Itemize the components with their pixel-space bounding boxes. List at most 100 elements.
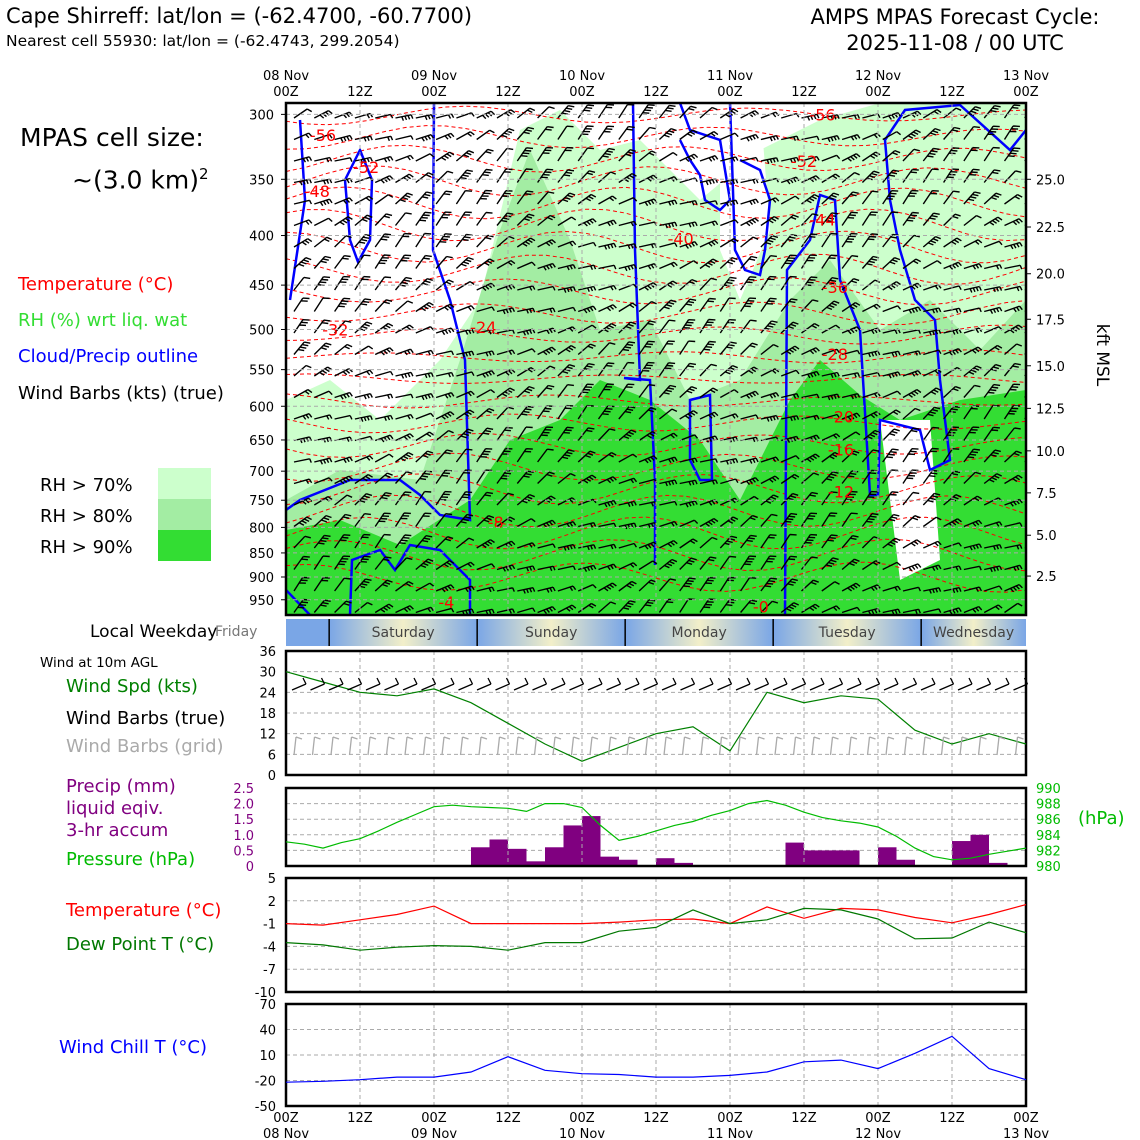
wind-barb (557, 306, 577, 313)
wind-barb (537, 307, 556, 313)
wind-barb (476, 211, 493, 226)
wind-barb-true (569, 677, 585, 691)
wind-barb (760, 555, 777, 570)
wind-barb (882, 448, 899, 463)
wind-barb (537, 327, 556, 335)
wind-barb (841, 450, 860, 463)
wind-barb (780, 234, 798, 248)
wind-barb (557, 169, 575, 183)
wind-barb (720, 199, 739, 207)
wind-barb (557, 404, 574, 420)
wind-barb (760, 343, 779, 356)
wind-barb (435, 392, 455, 399)
wind-barb-grid (644, 736, 654, 756)
wind-barb (476, 329, 495, 335)
top-hour-label: 12Z (791, 85, 817, 100)
wind-barb (943, 190, 960, 205)
wind-barb-true (772, 677, 788, 691)
wind-barb (861, 490, 878, 506)
wind-barb (1024, 158, 1026, 162)
pressure-tick-label: 550 (249, 364, 274, 379)
wind-barb (455, 169, 473, 183)
wind-barb (598, 543, 617, 550)
wind-barb (395, 605, 414, 614)
wind-barb (1003, 170, 1022, 183)
wind-barb (557, 240, 577, 248)
wind-barb (496, 492, 514, 506)
legend-dewpoint: Dew Point T (°C) (66, 934, 215, 955)
wind-barb (517, 328, 536, 336)
wind-barb (841, 134, 861, 141)
wind-barb (435, 151, 455, 162)
wind-barb (415, 606, 435, 614)
top-date-label: 09 Nov (411, 69, 457, 84)
wind-barb (456, 371, 475, 377)
wind-barb-grid (515, 736, 525, 756)
wind-barb (354, 533, 371, 549)
wind-barb-true (421, 677, 437, 691)
wind-barb (659, 520, 678, 528)
wind-barb (597, 342, 616, 355)
wind-barb (375, 113, 394, 119)
wind-barb (455, 513, 474, 527)
wind-barb (983, 146, 1000, 162)
wind-tick-label: 0 (268, 769, 276, 784)
wind-barb-true (365, 677, 381, 691)
wind-barb (374, 512, 391, 527)
wind-barb (1003, 383, 1021, 398)
wind-barb-grid (977, 736, 987, 756)
wind-barb (1004, 544, 1023, 550)
wind-barb (557, 286, 576, 293)
wind-barb (375, 155, 394, 163)
wind-barb-grid (533, 736, 543, 756)
bottom-hour-label: 12Z (939, 1111, 965, 1126)
wind-barb (598, 284, 617, 291)
wind-barb (963, 586, 983, 593)
wind-barb (922, 447, 939, 463)
wind-barb (517, 542, 536, 549)
wind-barb (354, 214, 373, 227)
wind-barb (374, 194, 394, 205)
wind-barb (313, 555, 330, 570)
wind-barb (1004, 193, 1023, 205)
wind-barb (578, 564, 597, 572)
wind-barb (862, 303, 881, 313)
wind-barb (313, 366, 333, 377)
wind-barb-grid (922, 736, 932, 756)
top-hour-label: 12Z (347, 85, 373, 100)
weekday-segment (625, 619, 774, 646)
wind-barb (821, 348, 841, 356)
wind-barb (801, 453, 820, 463)
wind-barb (801, 603, 820, 614)
precip-bar (545, 847, 564, 866)
wind-barb (882, 169, 900, 183)
wind-barb (638, 599, 656, 613)
wind-barb (1003, 427, 1021, 441)
weekday-name: Monday (672, 625, 727, 641)
wind-barb (699, 577, 716, 592)
wind-barb (516, 147, 534, 162)
wind-barb-grid (496, 736, 506, 756)
wind-barb (720, 436, 739, 443)
wind-barb (861, 170, 880, 183)
wind-barb (293, 319, 310, 334)
wind-barb (699, 479, 719, 485)
wind-barb-true (606, 677, 622, 691)
wind-barb (659, 152, 678, 162)
wind-barb (334, 216, 353, 227)
wind-barb (476, 148, 494, 162)
wind-barb (679, 177, 698, 184)
wind-barb (476, 515, 495, 528)
wind-barb (557, 192, 576, 205)
rh90-swatch (158, 530, 211, 561)
temp-tick-label: -4 (263, 940, 276, 955)
wind-barb (395, 324, 414, 334)
wind-barb (476, 539, 495, 549)
wind-barb (618, 172, 637, 184)
wind-barb (963, 285, 982, 293)
wind-barb (435, 190, 453, 205)
wind-barb (618, 321, 637, 334)
wind-barb (699, 258, 718, 270)
bottom-hour-label: 00Z (1013, 1111, 1039, 1126)
wind-barb (699, 517, 719, 528)
